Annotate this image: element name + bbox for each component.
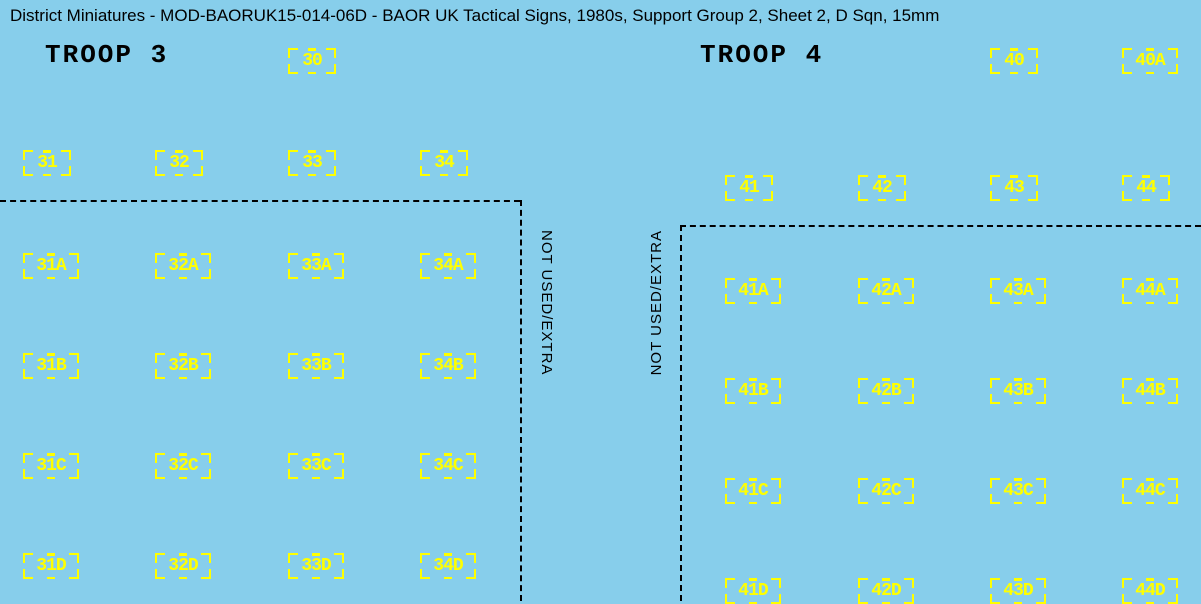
tactical-sign: 34B bbox=[420, 353, 476, 379]
sign-label: 41B bbox=[738, 382, 767, 400]
sign-label: 42A bbox=[871, 282, 900, 300]
sign-label: 41C bbox=[738, 482, 767, 500]
sign-label: 42B bbox=[871, 382, 900, 400]
tactical-sign: 31 bbox=[23, 150, 71, 176]
tactical-sign: 33D bbox=[288, 553, 344, 579]
sign-label: 32A bbox=[168, 257, 197, 275]
tactical-sign: 31D bbox=[23, 553, 79, 579]
divider-line bbox=[0, 200, 520, 202]
tactical-sign: 41D bbox=[725, 578, 781, 604]
sign-label: 31C bbox=[36, 457, 65, 475]
sign-label: 32 bbox=[169, 154, 189, 172]
sign-label: 32C bbox=[168, 457, 197, 475]
tactical-sign: 31C bbox=[23, 453, 79, 479]
tactical-sign: 32A bbox=[155, 253, 211, 279]
sign-label: 31A bbox=[36, 257, 65, 275]
sign-label: 33B bbox=[301, 357, 330, 375]
sign-label: 44 bbox=[1136, 179, 1156, 197]
sign-label: 43 bbox=[1004, 179, 1024, 197]
sign-label: 44D bbox=[1135, 582, 1164, 600]
tactical-sign: 44B bbox=[1122, 378, 1178, 404]
divider-line bbox=[680, 225, 1201, 227]
tactical-sign: 44A bbox=[1122, 278, 1178, 304]
tactical-sign: 30 bbox=[288, 48, 336, 74]
troop-label: TROOP 3 bbox=[45, 40, 168, 70]
sign-label: 31 bbox=[37, 154, 57, 172]
tactical-sign: 43B bbox=[990, 378, 1046, 404]
tactical-sign: 41A bbox=[725, 278, 781, 304]
sign-label: 43D bbox=[1003, 582, 1032, 600]
sign-label: 34A bbox=[433, 257, 462, 275]
sign-label: 40A bbox=[1135, 52, 1164, 70]
sign-label: 32D bbox=[168, 557, 197, 575]
sign-label: 44C bbox=[1135, 482, 1164, 500]
tactical-sign: 43 bbox=[990, 175, 1038, 201]
sign-label: 41D bbox=[738, 582, 767, 600]
troop-label: TROOP 4 bbox=[700, 40, 823, 70]
sign-label: 42D bbox=[871, 582, 900, 600]
sign-label: 33A bbox=[301, 257, 330, 275]
sign-label: 34B bbox=[433, 357, 462, 375]
tactical-sign: 32C bbox=[155, 453, 211, 479]
tactical-sign: 42D bbox=[858, 578, 914, 604]
tactical-sign: 43D bbox=[990, 578, 1046, 604]
tactical-sign: 33 bbox=[288, 150, 336, 176]
tactical-sign: 34 bbox=[420, 150, 468, 176]
tactical-sign: 32 bbox=[155, 150, 203, 176]
tactical-sign: 42C bbox=[858, 478, 914, 504]
sign-label: 31D bbox=[36, 557, 65, 575]
tactical-sign: 33C bbox=[288, 453, 344, 479]
not-used-label: NOT USED/EXTRA bbox=[538, 230, 555, 375]
tactical-sign: 31A bbox=[23, 253, 79, 279]
tactical-sign: 42 bbox=[858, 175, 906, 201]
sign-label: 42 bbox=[872, 179, 892, 197]
sign-label: 43B bbox=[1003, 382, 1032, 400]
sign-label: 44B bbox=[1135, 382, 1164, 400]
sign-label: 41 bbox=[739, 179, 759, 197]
sign-label: 40 bbox=[1004, 52, 1024, 70]
sign-label: 33C bbox=[301, 457, 330, 475]
divider-line bbox=[680, 225, 682, 601]
tactical-sign: 43C bbox=[990, 478, 1046, 504]
tactical-sign: 42A bbox=[858, 278, 914, 304]
tactical-sign: 40A bbox=[1122, 48, 1178, 74]
sign-label: 34D bbox=[433, 557, 462, 575]
sheet-title: District Miniatures - MOD-BAORUK15-014-0… bbox=[10, 6, 939, 26]
sign-label: 33 bbox=[302, 154, 322, 172]
tactical-sign: 41C bbox=[725, 478, 781, 504]
sign-label: 34 bbox=[434, 154, 454, 172]
tactical-sign: 34A bbox=[420, 253, 476, 279]
tactical-sign: 44 bbox=[1122, 175, 1170, 201]
tactical-sign: 42B bbox=[858, 378, 914, 404]
sign-label: 42C bbox=[871, 482, 900, 500]
tactical-sign: 41 bbox=[725, 175, 773, 201]
sign-label: 30 bbox=[302, 52, 322, 70]
sign-label: 33D bbox=[301, 557, 330, 575]
tactical-sign: 33A bbox=[288, 253, 344, 279]
sign-label: 41A bbox=[738, 282, 767, 300]
tactical-sign: 44C bbox=[1122, 478, 1178, 504]
tactical-sign: 44D bbox=[1122, 578, 1178, 604]
tactical-sign: 41B bbox=[725, 378, 781, 404]
not-used-label: NOT USED/EXTRA bbox=[648, 230, 665, 375]
tactical-sign: 34D bbox=[420, 553, 476, 579]
tactical-sign: 32B bbox=[155, 353, 211, 379]
tactical-sign: 32D bbox=[155, 553, 211, 579]
sign-label: 43C bbox=[1003, 482, 1032, 500]
tactical-sign: 43A bbox=[990, 278, 1046, 304]
tactical-sign: 31B bbox=[23, 353, 79, 379]
sign-label: 43A bbox=[1003, 282, 1032, 300]
tactical-sign: 40 bbox=[990, 48, 1038, 74]
tactical-sign: 34C bbox=[420, 453, 476, 479]
sign-label: 44A bbox=[1135, 282, 1164, 300]
sign-label: 31B bbox=[36, 357, 65, 375]
tactical-sign: 33B bbox=[288, 353, 344, 379]
sign-label: 34C bbox=[433, 457, 462, 475]
sign-label: 32B bbox=[168, 357, 197, 375]
divider-line bbox=[520, 200, 522, 601]
